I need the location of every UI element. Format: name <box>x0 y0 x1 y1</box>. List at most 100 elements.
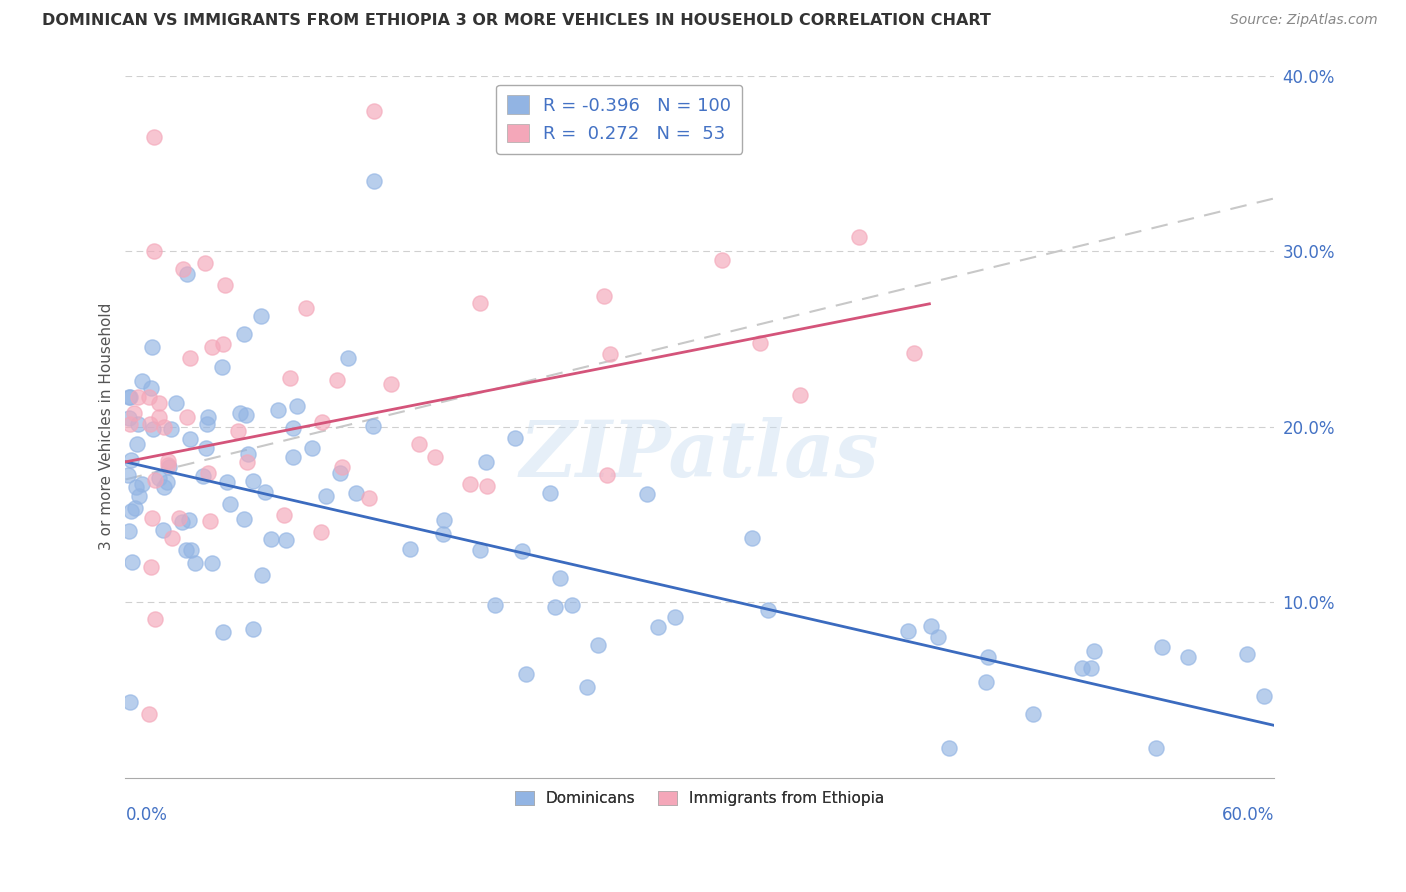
Point <box>194 255 217 269</box>
Point <box>179 351 201 366</box>
Point <box>281 421 304 435</box>
Point <box>143 612 166 626</box>
Point <box>124 500 146 515</box>
Point <box>157 458 180 472</box>
Point <box>432 527 454 541</box>
Text: 60.0%: 60.0% <box>1222 806 1274 824</box>
Point <box>236 448 259 462</box>
Point <box>938 740 960 755</box>
Point <box>250 567 273 582</box>
Point <box>468 542 491 557</box>
Point <box>152 523 174 537</box>
Point <box>285 400 308 414</box>
Point <box>664 609 686 624</box>
Point <box>177 513 200 527</box>
Point <box>344 486 367 500</box>
Point <box>337 351 360 365</box>
Point <box>363 103 385 118</box>
Point <box>118 411 141 425</box>
Point <box>311 415 333 429</box>
Point <box>242 474 264 488</box>
Point <box>125 479 148 493</box>
Point <box>295 301 318 316</box>
Point <box>131 374 153 388</box>
Point <box>281 450 304 464</box>
Point <box>120 695 142 709</box>
Point <box>198 514 221 528</box>
Y-axis label: 3 or more Vehicles in Household: 3 or more Vehicles in Household <box>100 303 114 550</box>
Point <box>148 410 170 425</box>
Point <box>118 524 141 539</box>
Point <box>127 437 149 451</box>
Point <box>380 377 402 392</box>
Point <box>141 511 163 525</box>
Point <box>274 533 297 547</box>
Point <box>278 371 301 385</box>
Point <box>475 455 498 469</box>
Point <box>232 512 254 526</box>
Point <box>363 419 385 434</box>
Point <box>363 174 385 188</box>
Point <box>592 288 614 302</box>
Point <box>315 489 337 503</box>
Point <box>756 603 779 617</box>
Point <box>596 468 619 483</box>
Point <box>174 543 197 558</box>
Text: Source: ZipAtlas.com: Source: ZipAtlas.com <box>1230 13 1378 28</box>
Point <box>903 346 925 360</box>
Point <box>160 531 183 545</box>
Point <box>141 422 163 436</box>
Point <box>138 390 160 404</box>
Point <box>184 556 207 570</box>
Point <box>170 515 193 529</box>
Point <box>159 459 181 474</box>
Point <box>897 624 920 638</box>
Point <box>920 619 942 633</box>
Point <box>599 346 621 360</box>
Point <box>544 599 567 614</box>
Point <box>470 296 492 310</box>
Point <box>197 410 219 425</box>
Point <box>1022 707 1045 722</box>
Point <box>143 244 166 259</box>
Point <box>201 557 224 571</box>
Point <box>399 542 422 557</box>
Point <box>148 471 170 485</box>
Point <box>432 513 454 527</box>
Point <box>273 508 295 523</box>
Point <box>458 476 481 491</box>
Point <box>586 638 609 652</box>
Point <box>974 675 997 690</box>
Point <box>165 396 187 410</box>
Point <box>169 510 191 524</box>
Legend: Dominicans, Immigrants from Ethiopia: Dominicans, Immigrants from Ethiopia <box>509 785 890 813</box>
Point <box>503 431 526 445</box>
Point <box>1083 644 1105 658</box>
Point <box>217 475 239 489</box>
Point <box>143 130 166 145</box>
Point <box>475 479 498 493</box>
Point <box>120 417 142 431</box>
Point <box>172 261 194 276</box>
Point <box>1070 661 1092 675</box>
Point <box>1080 661 1102 675</box>
Point <box>180 543 202 558</box>
Point <box>329 467 352 481</box>
Point <box>117 467 139 482</box>
Point <box>484 598 506 612</box>
Point <box>301 442 323 456</box>
Point <box>122 406 145 420</box>
Point <box>235 409 257 423</box>
Point <box>226 424 249 438</box>
Point <box>250 309 273 323</box>
Point <box>330 460 353 475</box>
Point <box>176 267 198 281</box>
Text: DOMINICAN VS IMMIGRANTS FROM ETHIOPIA 3 OR MORE VEHICLES IN HOUSEHOLD CORRELATIO: DOMINICAN VS IMMIGRANTS FROM ETHIOPIA 3 … <box>42 13 991 29</box>
Point <box>561 598 583 612</box>
Point <box>214 278 236 293</box>
Point <box>120 452 142 467</box>
Point <box>118 390 141 404</box>
Point <box>176 410 198 425</box>
Point <box>548 571 571 585</box>
Point <box>159 422 181 436</box>
